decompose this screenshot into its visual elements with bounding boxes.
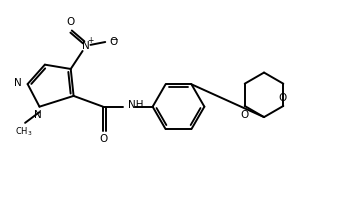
Text: CH$_3$: CH$_3$ bbox=[15, 125, 33, 138]
Text: O: O bbox=[99, 134, 107, 144]
Text: N: N bbox=[82, 41, 90, 51]
Text: NH: NH bbox=[128, 100, 144, 109]
Text: O: O bbox=[241, 110, 249, 120]
Text: N: N bbox=[34, 110, 42, 120]
Text: O: O bbox=[278, 93, 287, 103]
Text: +: + bbox=[88, 36, 94, 45]
Text: O: O bbox=[109, 37, 118, 47]
Text: −: − bbox=[111, 34, 118, 43]
Text: O: O bbox=[66, 17, 74, 27]
Text: N: N bbox=[14, 78, 22, 88]
